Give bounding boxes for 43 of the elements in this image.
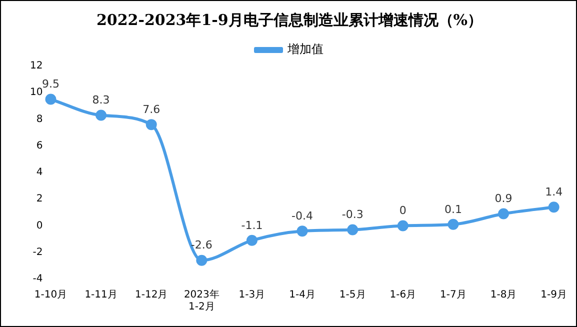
y-tick-label: -4 xyxy=(32,274,43,285)
data-label: 0.1 xyxy=(444,202,462,216)
chart-title: 2022-2023年1-9月电子信息制造业累计增速情况（%） xyxy=(96,10,483,29)
data-label: 8.3 xyxy=(92,94,110,107)
point xyxy=(296,226,308,237)
data-label: -1.1 xyxy=(241,218,263,232)
point xyxy=(448,218,459,230)
point xyxy=(246,234,258,246)
y-tick-label: 10 xyxy=(30,87,43,98)
y-tick-label: -2 xyxy=(32,246,43,258)
point xyxy=(196,254,208,266)
x-tick-label: 1-5月 xyxy=(339,290,366,301)
y-tick-label: 2 xyxy=(36,194,43,205)
x-tick-label: 1-10月 xyxy=(34,290,68,301)
y-tick-label: 12 xyxy=(30,60,43,72)
point xyxy=(45,94,56,105)
point xyxy=(347,224,358,236)
data-label: -0.3 xyxy=(342,208,364,222)
point xyxy=(96,110,107,121)
x-tick-label: 1-11月 xyxy=(84,290,118,301)
data-label: 0.9 xyxy=(494,192,512,206)
x-tick-label: 1-7月 xyxy=(440,290,466,301)
x-tick-label: 1-6月 xyxy=(390,290,416,301)
x-tick-label: 1-12月 xyxy=(134,290,168,301)
data-label: 1.4 xyxy=(545,185,563,198)
legend-label: 增加值 xyxy=(286,42,324,56)
x-tick-label: 1-8月 xyxy=(490,290,517,301)
y-tick-label: 0 xyxy=(36,220,43,232)
point xyxy=(548,202,560,213)
x-tick-label: 1-4月 xyxy=(289,290,316,301)
y-tick-label: 4 xyxy=(36,167,43,178)
data-label: 0 xyxy=(399,204,406,218)
data-label: -0.4 xyxy=(292,209,314,222)
point xyxy=(397,220,408,232)
y-tick-label: 6 xyxy=(36,140,43,152)
x-tick-label: 1-3月 xyxy=(238,290,266,301)
x-tick-label: 1-9月 xyxy=(540,290,568,301)
x-tick-label: 2023年 1-2月 xyxy=(184,288,220,313)
y-tick-label: 8 xyxy=(36,114,43,125)
data-label: 9.5 xyxy=(42,78,60,91)
point xyxy=(146,119,157,130)
data-label: 7.6 xyxy=(142,102,160,116)
point xyxy=(498,208,510,220)
